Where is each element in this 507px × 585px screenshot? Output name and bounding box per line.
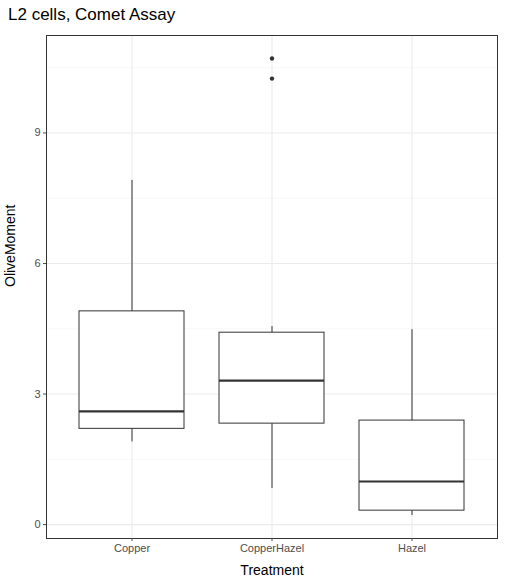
svg-text:OliveMoment: OliveMoment: [2, 204, 18, 287]
svg-text:0: 0: [34, 518, 40, 530]
svg-text:Treatment: Treatment: [240, 562, 303, 578]
svg-text:CopperHazel: CopperHazel: [240, 542, 304, 554]
svg-text:9: 9: [34, 126, 40, 138]
html-text:L2 cells, Comet Assay: L2 cells, Comet Assay: [8, 5, 176, 24]
svg-text:3: 3: [34, 388, 40, 400]
svg-text:Copper: Copper: [114, 542, 150, 554]
svg-text:Hazel: Hazel: [398, 542, 426, 554]
svg-text:6: 6: [34, 257, 40, 269]
